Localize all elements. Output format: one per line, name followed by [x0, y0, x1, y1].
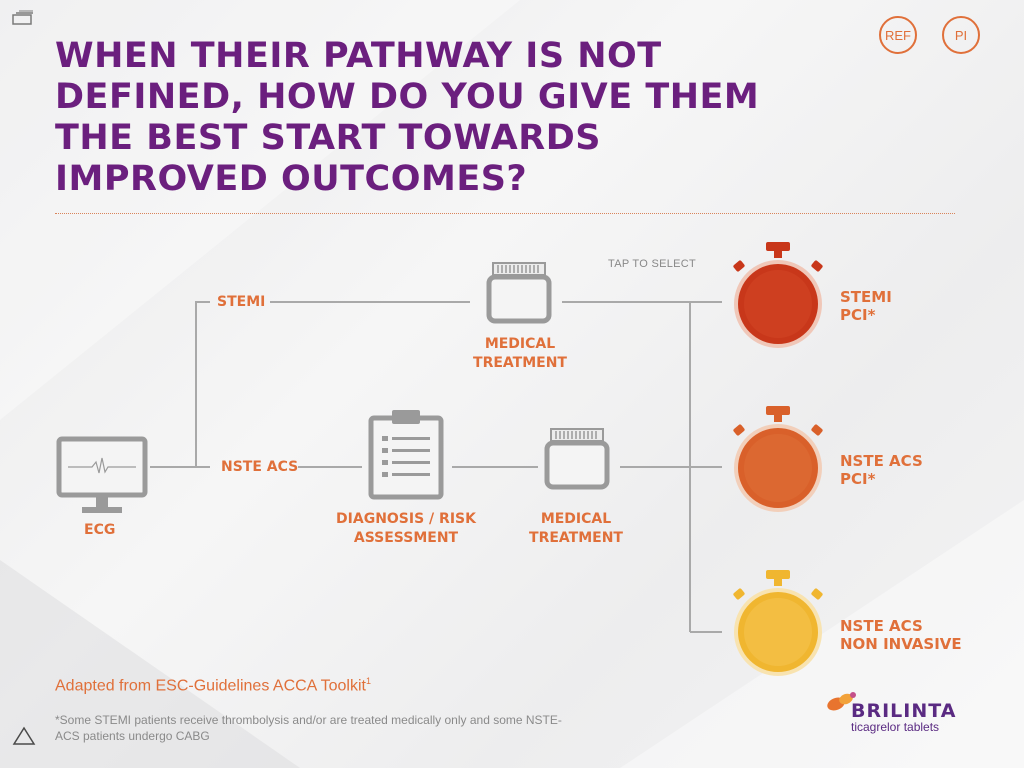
menu-icon[interactable]: [12, 10, 34, 26]
nste-acs-label: NSTE ACS: [221, 459, 299, 475]
source-note: Adapted from ESC-Guidelines ACCA Toolkit…: [55, 676, 371, 695]
medicine-jar-icon: [544, 428, 610, 490]
ecg-label: ECG: [84, 522, 116, 538]
footnote: *Some STEMI patients receive thrombolysi…: [55, 713, 562, 743]
stopwatch-icon: [733, 242, 823, 348]
tap-to-select-hint: TAP TO SELECT: [608, 258, 697, 270]
stemi-label: STEMI: [217, 294, 266, 310]
medical-treatment-top-label: MEDICAL TREATMENT: [473, 336, 567, 371]
timer-nste-acs-pci[interactable]: [728, 404, 828, 516]
pi-button[interactable]: PI: [942, 16, 980, 54]
timer-stemi-pci[interactable]: [728, 240, 828, 352]
brand-name: BRILINTA: [851, 700, 957, 722]
page-title: When their pathway is not defined, how d…: [55, 36, 760, 199]
stopwatch-icon: [733, 406, 823, 512]
ecg-monitor-icon: [56, 436, 150, 520]
brand-tagline: ticagrelor tablets: [851, 720, 940, 734]
stopwatch-icon: [733, 570, 823, 676]
clipboard-icon: [368, 408, 444, 500]
diagnosis-label: DIAGNOSIS / RISK ASSESSMENT: [336, 511, 476, 546]
medicine-jar-icon: [486, 262, 552, 324]
brilinta-logo: [826, 690, 856, 714]
timer-nste-non-invasive-label[interactable]: NSTE ACS NON INVASIVE: [840, 617, 962, 653]
medical-treatment-bottom-label: MEDICAL TREATMENT: [529, 511, 623, 546]
ref-button[interactable]: REF: [879, 16, 917, 54]
timer-nste-pci-label[interactable]: NSTE ACS PCI*: [840, 452, 923, 488]
timer-stemi-label[interactable]: STEMI PCI*: [840, 288, 892, 324]
divider: [55, 213, 955, 214]
timer-nste-acs-non-invasive[interactable]: [728, 568, 828, 680]
home-triangle-icon[interactable]: [12, 726, 36, 746]
